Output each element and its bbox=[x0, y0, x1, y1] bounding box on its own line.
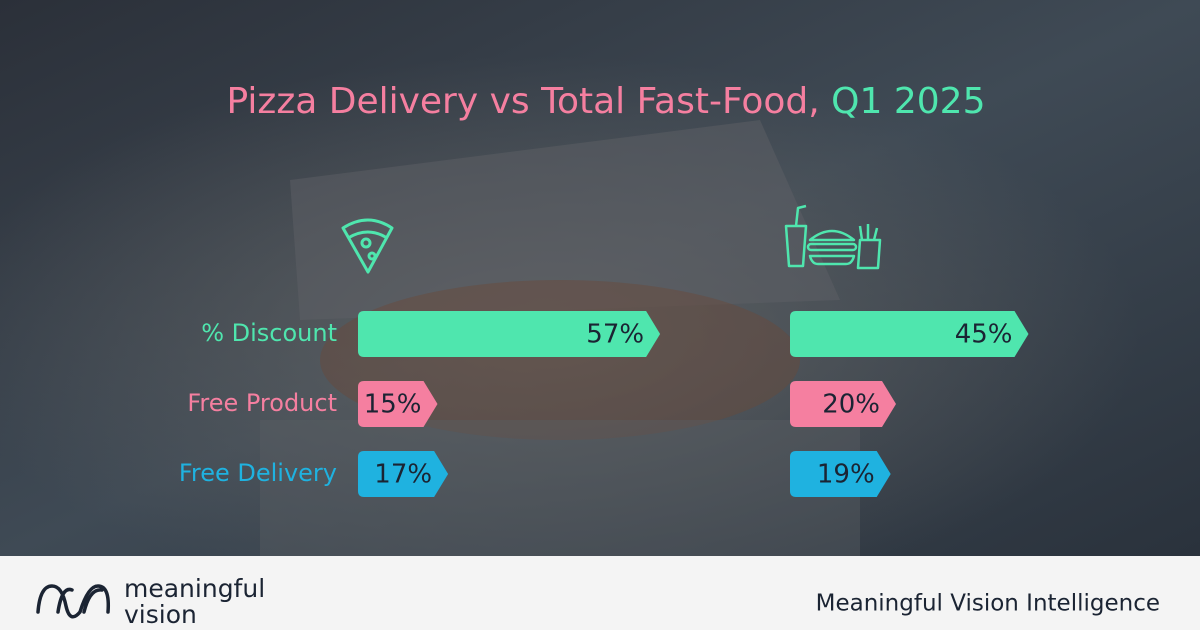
bar bbox=[790, 311, 1029, 357]
bar bbox=[358, 311, 661, 357]
value-label: 15% bbox=[364, 390, 422, 420]
logo-mark bbox=[36, 584, 111, 619]
box-lid bbox=[290, 120, 840, 320]
chart-title: Pizza Delivery vs Total Fast-Food, Q1 20… bbox=[227, 81, 986, 122]
category-label: % Discount bbox=[201, 319, 337, 347]
box-stack bbox=[260, 420, 860, 556]
bar bbox=[358, 451, 449, 497]
value-label: 45% bbox=[955, 320, 1013, 350]
category-label: Free Product bbox=[187, 389, 337, 417]
category-label: Free Delivery bbox=[179, 459, 337, 487]
value-label: 19% bbox=[817, 460, 875, 490]
tagline: Meaningful Vision Intelligence bbox=[816, 591, 1160, 617]
value-label: 57% bbox=[586, 320, 644, 350]
footer-bar bbox=[0, 556, 1200, 630]
logo-text: meaningful bbox=[124, 574, 265, 603]
title-text: Pizza Delivery vs Total Fast-Food, bbox=[227, 81, 820, 122]
logo-text: vision bbox=[124, 600, 197, 629]
pizza-icon bbox=[341, 218, 394, 274]
fast-food-icon bbox=[784, 204, 882, 270]
title-period: Q1 2025 bbox=[831, 81, 985, 122]
value-label: 20% bbox=[822, 390, 880, 420]
bar bbox=[358, 381, 438, 427]
bar bbox=[790, 451, 891, 497]
bar bbox=[790, 381, 896, 427]
value-label: 17% bbox=[374, 460, 432, 490]
